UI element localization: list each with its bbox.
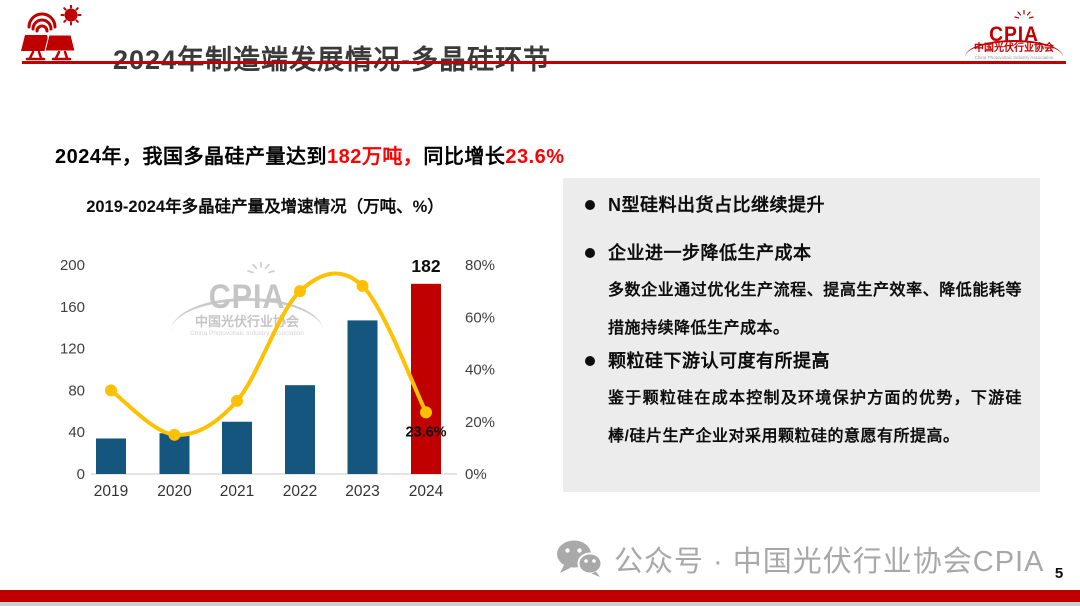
statement-highlight: 182万吨， <box>327 146 424 168</box>
bottom-accent-bar <box>0 590 1080 602</box>
svg-text:20%: 20% <box>465 414 495 431</box>
statement-highlight: 23.6% <box>505 146 565 168</box>
bullet-body: 鉴于颗粒硅在成本控制及环境保护方面的优势，下游硅棒/硅片生产企业对采用颗粒硅的意… <box>608 390 1022 445</box>
svg-text:0%: 0% <box>465 466 487 483</box>
watermark-abbr: CPIA <box>208 278 286 316</box>
page-title: 2024年制造端发展情况-多晶硅环节 <box>113 38 551 77</box>
watermark-org-cn: 中国光伏行业协会 <box>194 314 299 329</box>
bullet-item: 颗粒硅下游认可度有所提高 <box>563 348 1040 374</box>
logo-arc <box>965 40 1063 57</box>
cpia-logo: CPIA 中国光伏行业协会 China Photovoltaic Industr… <box>958 8 1070 61</box>
svg-text:40: 40 <box>68 424 85 441</box>
watermark-arc <box>171 298 323 331</box>
svg-text:80%: 80% <box>465 257 495 274</box>
svg-text:2022: 2022 <box>283 483 317 500</box>
bullet-heading: 颗粒硅下游认可度有所提高 <box>608 351 830 371</box>
logo-org-cn: 中国光伏行业协会 <box>974 43 1054 54</box>
bullet-item: 企业进一步降低生产成本 <box>563 240 1040 266</box>
header-underline <box>22 61 1066 64</box>
highlights-panel: N型硅料出货占比继续提升 企业进一步降低生产成本 多数企业通过优化生产流程、提高… <box>563 178 1040 492</box>
chart-canvas: 0 40 80 120 160 200 0% 20% 40% 60% 80% 2019 2020 2021… <box>60 256 495 500</box>
sunburst-icon <box>247 261 275 274</box>
chart-title: 2019-2024年多晶硅产量及增速情况（万吨、%） <box>86 198 444 216</box>
watermark-org-en: China Photovoltaic Industry Association <box>190 330 304 337</box>
wechat-label: 公众号 · 中国光伏行业协会CPIA <box>614 546 1045 578</box>
logo-org-en: China Photovoltaic Industry Association <box>974 55 1054 60</box>
svg-text:2021: 2021 <box>220 483 254 500</box>
bullet-icon <box>585 248 595 258</box>
svg-text:2019: 2019 <box>94 483 128 500</box>
slide-bottom-edge <box>0 602 1080 606</box>
svg-text:23.6%: 23.6% <box>405 424 446 440</box>
bullet-heading: 企业进一步降低生产成本 <box>608 243 812 263</box>
sunburst-icon <box>1014 9 1034 19</box>
bullet-heading: N型硅料出货占比继续提升 <box>608 195 825 215</box>
svg-text:80: 80 <box>68 382 85 399</box>
production-growth-chart: CPIA 中国光伏行业协会 China Photovoltaic Industr… <box>45 248 515 506</box>
bullet-icon <box>585 356 595 366</box>
statement-segment: 同比增长 <box>423 146 506 168</box>
svg-text:0: 0 <box>77 466 85 483</box>
svg-text:2024: 2024 <box>409 483 444 500</box>
logo-abbr: CPIA <box>989 23 1039 46</box>
svg-text:160: 160 <box>60 299 85 316</box>
key-statement: 2024年，我国多晶硅产量达到182万吨，同比增长23.6% <box>55 140 565 169</box>
svg-text:2020: 2020 <box>157 483 192 500</box>
svg-text:120: 120 <box>60 341 85 358</box>
svg-text:40%: 40% <box>465 362 495 379</box>
statement-segment: 2024年，我国多晶硅产量达到 <box>55 146 327 168</box>
bullet-body: 多数企业通过优化生产流程、提高生产效率、降低能耗等措施持续降低生产成本。 <box>608 282 1022 337</box>
svg-text:182: 182 <box>411 256 440 276</box>
page-number: 5 <box>1054 565 1064 582</box>
bullet-item: N型硅料出货占比继续提升 <box>563 192 1040 218</box>
solar-panels-sun-icon <box>18 4 84 66</box>
svg-text:200: 200 <box>60 257 85 274</box>
cpia-watermark: CPIA 中国光伏行业协会 China Photovoltaic Industr… <box>168 261 326 338</box>
svg-text:60%: 60% <box>465 309 495 326</box>
bullet-icon <box>585 200 595 210</box>
svg-text:2023: 2023 <box>345 483 379 500</box>
wechat-watermark: 公众号 · 中国光伏行业协会CPIA <box>556 538 1044 580</box>
wechat-icon <box>557 540 602 577</box>
